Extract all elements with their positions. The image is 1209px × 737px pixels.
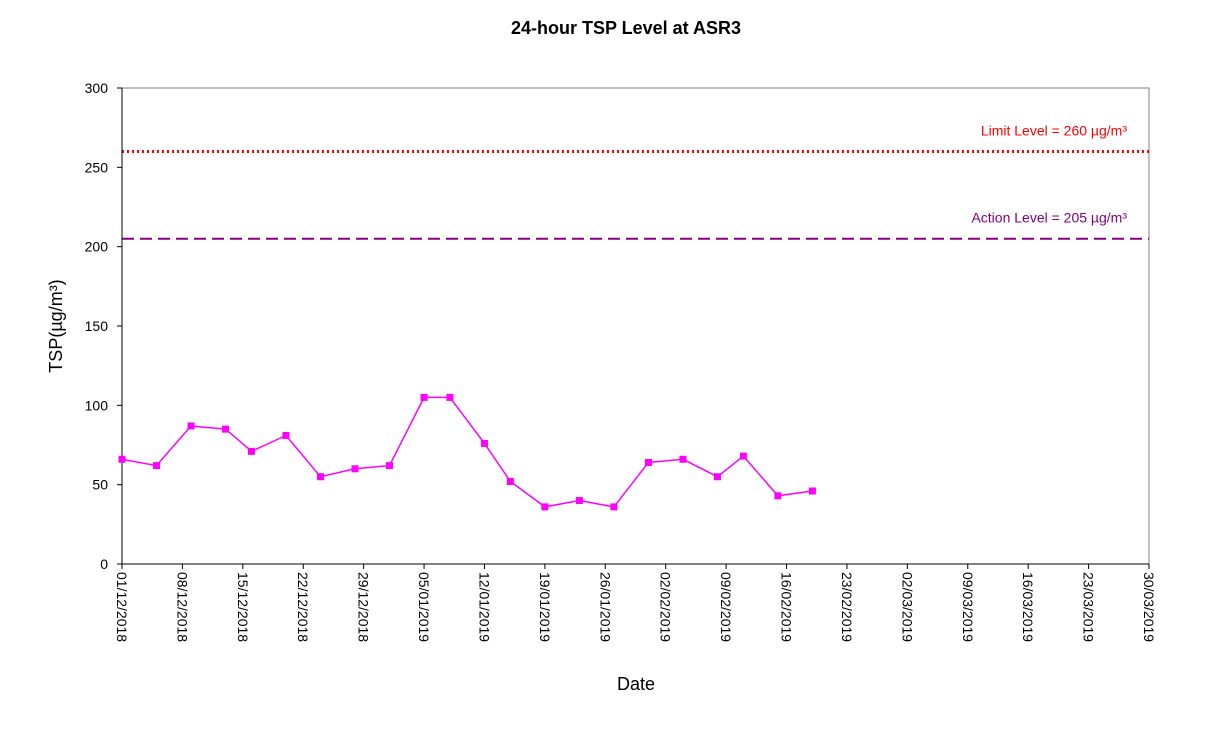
chart-title: 24-hour TSP Level at ASR3 xyxy=(511,18,741,38)
y-tick-label: 300 xyxy=(85,80,109,96)
x-tick-label: 19/01/2019 xyxy=(537,572,553,642)
x-tick-label: 02/02/2019 xyxy=(658,572,674,642)
data-point-12 xyxy=(506,477,514,485)
series-line xyxy=(121,396,813,508)
data-point-6 xyxy=(316,473,324,481)
data-point-13 xyxy=(541,503,549,511)
data-point-8 xyxy=(386,462,394,470)
data-point-7 xyxy=(351,465,359,473)
x-tick-label: 12/01/2019 xyxy=(476,572,492,642)
x-tick-label: 09/03/2019 xyxy=(960,572,976,642)
reference-label-1: Action Level = 205 µg/m³ xyxy=(971,210,1127,226)
x-tick-label: 29/12/2018 xyxy=(356,572,372,642)
x-tick-label: 16/02/2019 xyxy=(779,572,795,642)
x-axis: 01/12/2018 08/12/2018 15/12/2018 22/12/2018… xyxy=(114,563,1157,642)
data-point-9 xyxy=(420,393,428,401)
y-tick-label: 200 xyxy=(85,239,109,255)
data-point-14 xyxy=(575,497,583,505)
data-point-3 xyxy=(222,425,230,433)
data-point-10 xyxy=(446,393,454,401)
y-tick-label: 250 xyxy=(85,159,109,175)
x-tick-label: 22/12/2018 xyxy=(295,572,311,642)
y-tick-label: 150 xyxy=(85,318,109,334)
x-tick-label: 08/12/2018 xyxy=(174,572,190,642)
x-tick-label: 16/03/2019 xyxy=(1020,572,1036,642)
x-tick-label: 01/12/2018 xyxy=(114,572,130,642)
plot-area xyxy=(121,87,1150,565)
data-point-17 xyxy=(679,455,687,463)
data-point-0 xyxy=(118,455,126,463)
data-point-1 xyxy=(153,462,161,470)
x-tick-label: 15/12/2018 xyxy=(235,572,251,642)
y-tick-label: 0 xyxy=(100,556,108,572)
data-point-18 xyxy=(713,473,721,481)
x-tick-label: 23/02/2019 xyxy=(839,572,855,642)
data-point-4 xyxy=(247,447,255,455)
y-tick-label: 50 xyxy=(92,477,108,493)
x-tick-label: 23/03/2019 xyxy=(1081,572,1097,642)
y-tick-label: 100 xyxy=(85,397,109,413)
data-point-5 xyxy=(282,431,290,439)
x-axis-label: Date xyxy=(617,674,655,694)
reference-lines: Limit Level = 260 µg/m³ Action Level = 20… xyxy=(122,122,1149,240)
data-point-15 xyxy=(610,503,618,511)
reference-label-0: Limit Level = 260 µg/m³ xyxy=(981,122,1128,138)
series-layer xyxy=(118,393,816,511)
data-point-2 xyxy=(187,422,195,430)
data-point-16 xyxy=(644,458,652,466)
data-point-20 xyxy=(774,492,782,500)
x-tick-label: 09/02/2019 xyxy=(718,572,734,642)
y-axis: 0 50 100 150 200 250 300 xyxy=(85,80,123,572)
x-tick-label: 30/03/2019 xyxy=(1141,572,1157,642)
y-axis-label: TSP(µg/m³) xyxy=(46,279,66,372)
data-point-21 xyxy=(808,487,816,495)
data-point-11 xyxy=(480,439,488,447)
data-point-19 xyxy=(739,452,747,460)
x-tick-label: 02/03/2019 xyxy=(899,572,915,642)
x-tick-label: 26/01/2019 xyxy=(597,572,613,642)
x-tick-label: 05/01/2019 xyxy=(416,572,432,642)
